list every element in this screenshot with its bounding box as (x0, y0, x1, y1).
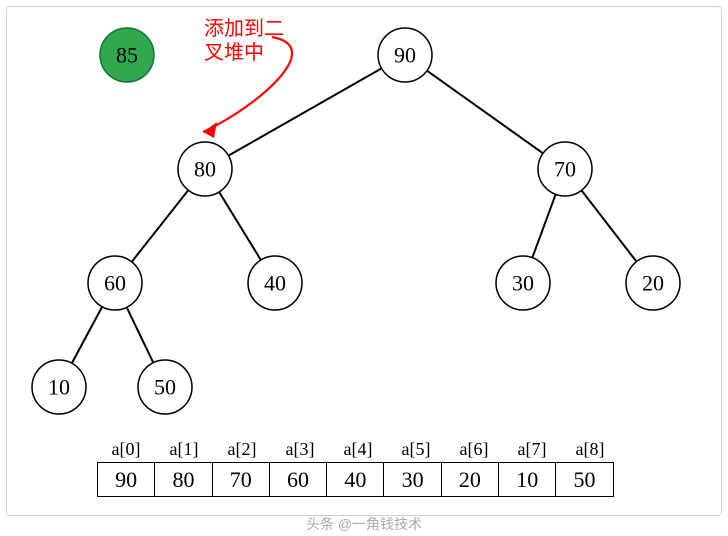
array-cell: 80 (155, 463, 212, 496)
tree-node-30: 30 (496, 256, 550, 310)
tree-node-80: 80 (178, 142, 232, 196)
array-cell: 50 (556, 463, 612, 496)
array-cell: 30 (384, 463, 441, 496)
tree-nodes: 90 80 70 60 40 30 20 10 50 (32, 28, 680, 414)
array-representation: a[0]a[1]a[2]a[3]a[4]a[5]a[6]a[7]a[8] 908… (97, 439, 619, 497)
watermark-text: 头条 @一角钱技术 (0, 514, 728, 534)
array-label: a[6] (445, 439, 503, 460)
svg-text:20: 20 (642, 271, 664, 296)
tree-edge (72, 307, 102, 363)
insert-node-85: 85 (100, 28, 154, 82)
svg-text:40: 40 (264, 271, 286, 296)
diagram-frame: 908070604030201050 85 添加到二 叉堆中 a[0]a[1]a… (6, 6, 722, 516)
array-cell: 70 (213, 463, 270, 496)
array-cell: 10 (499, 463, 556, 496)
tree-node-40: 40 (248, 256, 302, 310)
svg-text:50: 50 (154, 375, 176, 400)
array-label: a[1] (155, 439, 213, 460)
array-value-cells: 908070604030201050 (97, 462, 614, 497)
tree-edge (132, 190, 189, 262)
tree-node-20: 20 (626, 256, 680, 310)
tree-edge (219, 192, 261, 260)
tree-edge (427, 71, 543, 154)
tree-edge (228, 68, 381, 155)
tree-node-70: 70 (538, 142, 592, 196)
tree-node-50: 50 (138, 360, 192, 414)
array-label: a[7] (503, 439, 561, 460)
svg-text:70: 70 (554, 157, 576, 182)
array-label: a[2] (213, 439, 271, 460)
array-cell: 60 (270, 463, 327, 496)
svg-text:85: 85 (116, 43, 138, 68)
svg-text:90: 90 (394, 43, 416, 68)
tree-node-90: 90 (378, 28, 432, 82)
array-label: a[5] (387, 439, 445, 460)
svg-text:60: 60 (104, 271, 126, 296)
tree-edge (532, 194, 555, 257)
annotation-line1: 添加到二 (204, 17, 284, 40)
array-cell: 40 (327, 463, 384, 496)
svg-text:30: 30 (512, 271, 534, 296)
array-cell: 20 (442, 463, 499, 496)
svg-text:80: 80 (194, 157, 216, 182)
annotation-line2: 叉堆中 (204, 41, 264, 64)
array-label: a[0] (97, 439, 155, 460)
tree-node-60: 60 (88, 256, 142, 310)
array-label: a[4] (329, 439, 387, 460)
tree-edge (581, 190, 636, 261)
heap-tree-svg: 90 80 70 60 40 30 20 10 50 85 添加到二 叉堆中 (7, 7, 723, 427)
array-label: a[3] (271, 439, 329, 460)
svg-text:10: 10 (48, 375, 70, 400)
array-cell: 90 (98, 463, 155, 496)
tree-node-10: 10 (32, 360, 86, 414)
array-label: a[8] (561, 439, 619, 460)
tree-edge (127, 307, 154, 362)
tree-edges (72, 68, 637, 363)
array-index-labels: a[0]a[1]a[2]a[3]a[4]a[5]a[6]a[7]a[8] (97, 439, 619, 460)
